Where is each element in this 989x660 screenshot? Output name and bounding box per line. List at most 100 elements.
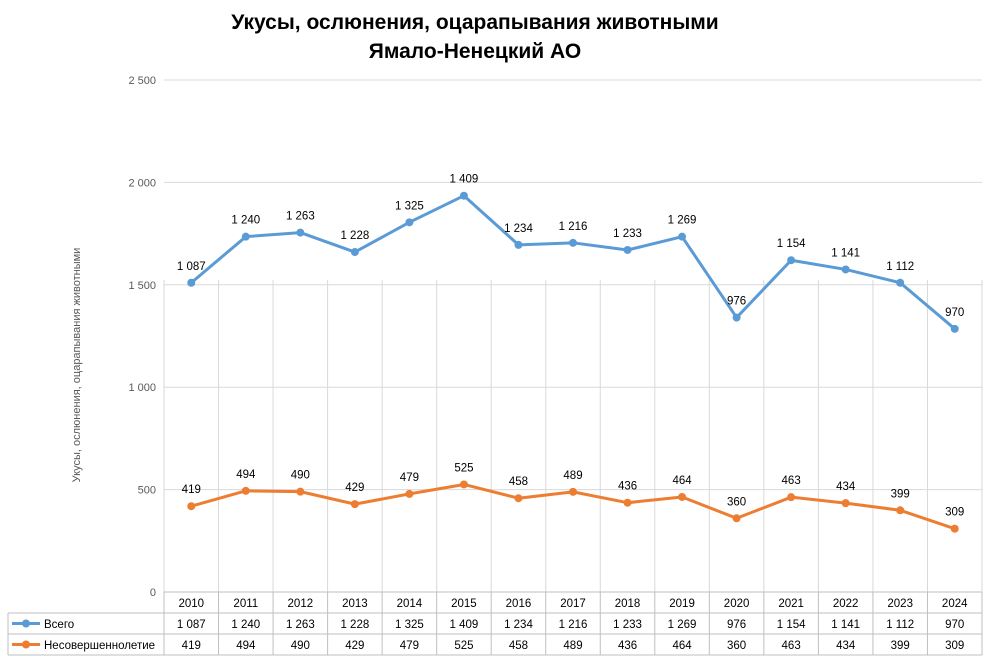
data-point (678, 232, 687, 241)
data-point (405, 489, 414, 498)
data-point (514, 240, 523, 249)
data-label: 489 (563, 470, 582, 482)
data-point (950, 324, 959, 333)
table-cell: 1 216 (559, 619, 588, 631)
y-axis-label: Укусы, ослюнения, оцарапывания животными (71, 248, 83, 483)
table-cell: 1 234 (504, 619, 533, 631)
x-tick-label: 2019 (669, 598, 695, 610)
table-cell: 1 087 (177, 619, 206, 631)
x-tick-label: 2018 (615, 598, 641, 610)
table-cell: 970 (945, 619, 964, 631)
gridlines (163, 79, 983, 593)
data-label: 494 (236, 469, 256, 481)
legend-key (12, 640, 40, 649)
data-table: 2010 2011 2012 2013 2014 2015 2016 2017 2018 2019… (7, 591, 983, 656)
data-point (732, 514, 741, 523)
table-cell: 479 (400, 640, 419, 652)
x-tick-label: 2021 (778, 598, 804, 610)
data-label: 434 (836, 481, 856, 493)
table-cell: 1 228 (340, 619, 369, 631)
y-tick-label: 1 500 (128, 280, 156, 292)
legend-marker (22, 640, 30, 649)
x-tick-label: 2014 (397, 598, 423, 610)
data-point (459, 191, 468, 200)
chart-title: Укусы, ослюнения, оцарапывания животными (231, 11, 718, 34)
y-tick-label: 0 (150, 587, 156, 599)
data-point (241, 486, 250, 495)
table-cell: 494 (236, 640, 256, 652)
x-tick-label: 2023 (887, 598, 913, 610)
table-cell: 463 (782, 640, 801, 652)
data-label: 458 (509, 476, 528, 488)
data-point (187, 502, 196, 511)
data-label: 1 087 (177, 261, 206, 273)
x-tick-label: 2020 (724, 598, 750, 610)
x-tick-label: 2017 (560, 598, 586, 610)
data-label: 1 234 (504, 223, 533, 235)
table-cell: 1 263 (286, 619, 315, 631)
table-cell: 1 240 (231, 619, 260, 631)
data-label: 1 141 (831, 247, 860, 259)
data-label: 1 263 (286, 211, 315, 223)
y-tick-label: 500 (138, 485, 156, 497)
data-label: 1 233 (613, 228, 642, 240)
table-cell: 436 (618, 640, 637, 652)
data-point (841, 499, 850, 508)
table-cell: 309 (945, 640, 964, 652)
data-label: 490 (291, 470, 310, 482)
x-tick-label: 2012 (288, 598, 314, 610)
data-label: 436 (618, 481, 637, 493)
table-cell: 1 325 (395, 619, 424, 631)
table-cell: 419 (182, 640, 201, 652)
data-label: 479 (400, 472, 419, 484)
series-1: 1 087 1 240 1 263 1 228 1 325 1 409 1 234 1 216… (177, 174, 964, 333)
data-point (569, 487, 577, 496)
data-label: 1 240 (231, 215, 260, 227)
x-tick-label: 2016 (506, 598, 532, 610)
data-label: 1 112 (886, 261, 914, 273)
table-cell: 360 (727, 640, 746, 652)
data-label: 1 228 (340, 230, 369, 242)
data-point (623, 245, 632, 254)
data-label: 419 (182, 484, 201, 496)
data-label: 525 (454, 462, 473, 474)
table-cell: 434 (836, 640, 856, 652)
x-tick-label: 2024 (942, 598, 968, 610)
data-point (787, 256, 796, 265)
table-cell: 1 269 (668, 619, 697, 631)
data-point (241, 232, 250, 241)
data-point (350, 248, 359, 257)
y-tick-label: 2 000 (128, 177, 156, 189)
table-cell: 976 (727, 619, 746, 631)
series-2: 419 494 490 429 479 525 458 489 436 464 360 463 434 3… (182, 462, 964, 533)
data-label: 1 409 (450, 174, 479, 186)
data-label: 976 (727, 296, 746, 308)
series-layer: 1 087 1 240 1 263 1 228 1 325 1 409 1 234 1 216… (177, 174, 964, 533)
data-point (623, 498, 632, 507)
x-tick-label: 2022 (833, 598, 859, 610)
data-point (459, 480, 468, 489)
table-cell: 489 (563, 640, 582, 652)
data-point (405, 218, 414, 227)
data-label: 970 (945, 307, 964, 319)
y-tick-label: 1 000 (128, 382, 156, 394)
x-tick-label: 2011 (233, 598, 258, 610)
data-point (841, 265, 850, 274)
data-point (896, 506, 905, 515)
data-label: 1 216 (559, 221, 588, 233)
data-point (187, 278, 196, 287)
data-point (514, 494, 523, 503)
data-label: 464 (672, 475, 692, 487)
legend-label: Несовершеннолетие (44, 640, 155, 652)
data-point (350, 500, 359, 509)
table-cell: 429 (345, 640, 364, 652)
x-tick-label: 2015 (451, 598, 477, 610)
legend-key (12, 619, 40, 628)
table-cell: 1 154 (777, 619, 806, 631)
data-point (296, 487, 305, 496)
table-cell: 525 (454, 640, 473, 652)
table-cell: 1 409 (450, 619, 479, 631)
data-label: 1 269 (668, 215, 697, 227)
y-tick-label: 2 500 (128, 75, 156, 87)
data-label: 463 (782, 475, 801, 487)
